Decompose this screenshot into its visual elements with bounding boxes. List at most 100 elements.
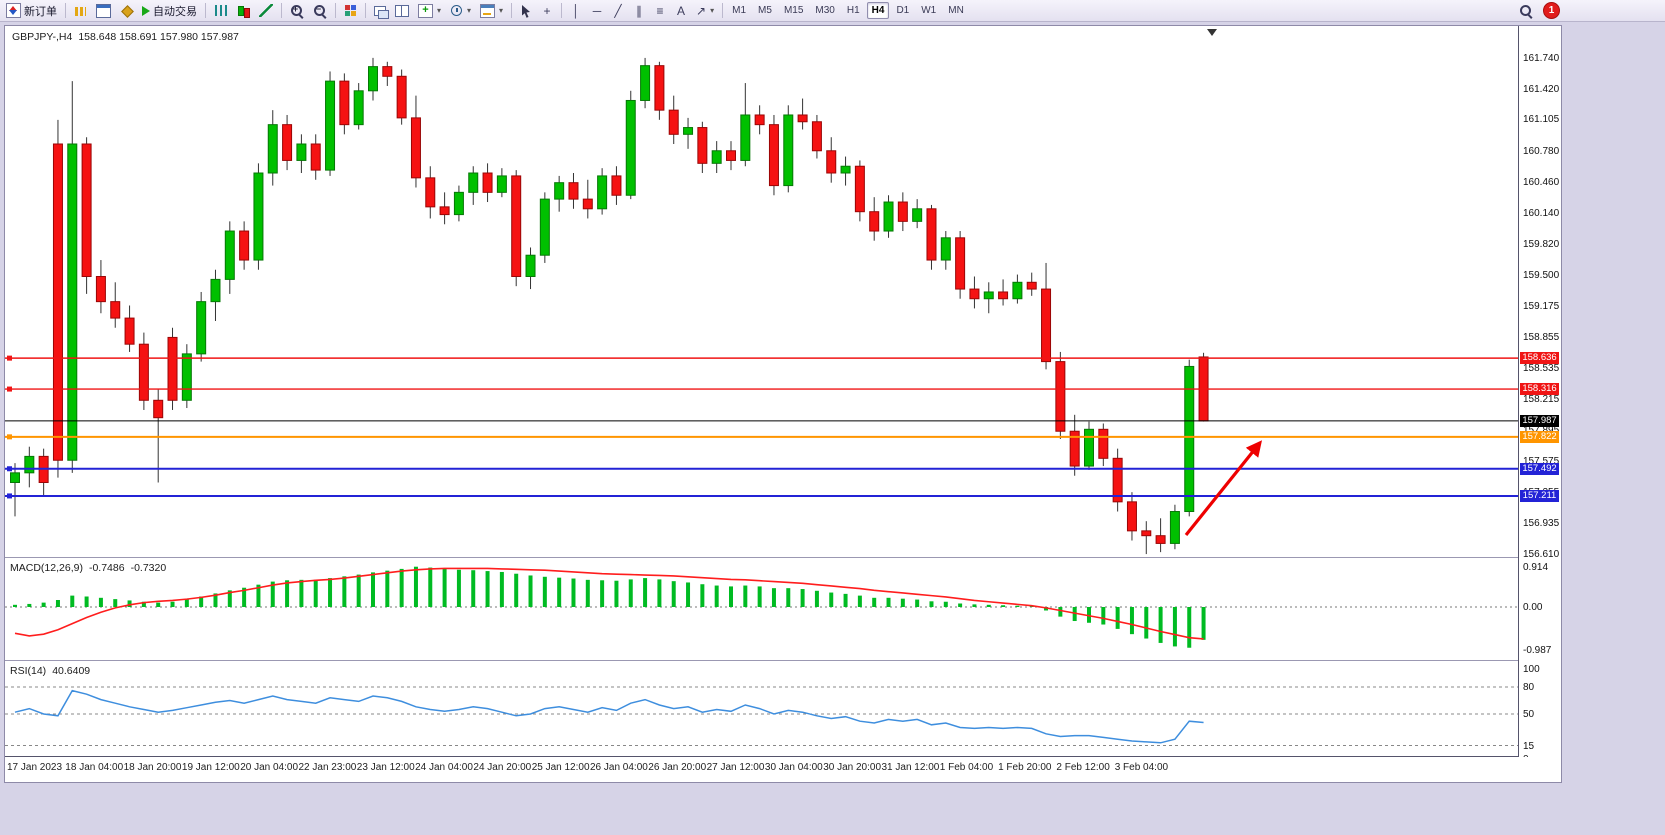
data-window-button[interactable] [92, 1, 115, 20]
macd-canvas[interactable] [5, 559, 1518, 659]
main-chart-canvas[interactable] [5, 26, 1518, 556]
toolbar-separator [722, 3, 724, 18]
arrows-tool-button[interactable]: ↗ ▾ [692, 1, 718, 20]
cursor-button[interactable] [516, 1, 536, 20]
new-order-icon [6, 3, 21, 18]
timeframe-button-d1[interactable]: D1 [891, 2, 914, 19]
horizontal-line-button[interactable]: ─ [587, 1, 607, 20]
time-axis-divider [5, 756, 1561, 757]
price-tick: 160.140 [1523, 207, 1560, 219]
tile-vertically-button[interactable] [391, 1, 413, 20]
price-axis[interactable]: 161.740 161.420 161.105 160.780 160.460 160.1… [1518, 26, 1561, 765]
hline-price-tag: 158.316 [1520, 383, 1559, 396]
time-label: 1 Feb 04:00 [939, 762, 994, 773]
tile-windows-button[interactable] [340, 1, 361, 20]
candlestick-chart-button[interactable] [232, 1, 254, 20]
price-tick: 161.105 [1523, 114, 1560, 126]
hline-price-tag: 158.636 [1520, 352, 1559, 365]
templates-button[interactable]: ▾ [476, 1, 507, 20]
price-tick: 156.610 [1523, 549, 1560, 561]
rsi-label: RSI(14) 40.6409 [10, 665, 96, 677]
time-label: 18 Jan 04:00 [65, 762, 124, 773]
cascade-windows-button[interactable] [370, 1, 390, 20]
toolbar-separator [205, 3, 206, 18]
market-watch-button[interactable] [70, 1, 91, 20]
timeframe-button-m15[interactable]: M15 [779, 2, 808, 19]
timeframe-button-h4[interactable]: H4 [866, 2, 890, 19]
zoom-in-button[interactable]: + [286, 1, 308, 20]
fibonacci-button[interactable]: ≡ [650, 1, 670, 20]
timeframe-button-m1[interactable]: M1 [727, 2, 751, 19]
price-tick: 159.820 [1523, 238, 1560, 250]
periodicity-button[interactable]: ▾ [446, 1, 475, 20]
text-tool-button[interactable]: A [671, 1, 691, 20]
new-chart-button[interactable]: ▾ [414, 1, 445, 20]
macd-scale-tick: 0.914 [1523, 561, 1549, 573]
price-tick: 161.740 [1523, 52, 1560, 64]
trendline-button[interactable]: ╱ [608, 1, 628, 20]
time-label: 26 Jan 04:00 [590, 762, 648, 773]
bar-chart-button[interactable] [210, 1, 231, 20]
chart-ohlc: 158.648 158.691 157.980 157.987 [78, 31, 239, 43]
price-tick: 158.535 [1523, 362, 1560, 374]
macd-scale-tick: -0.987 [1523, 645, 1552, 657]
price-tick: 161.420 [1523, 83, 1560, 95]
rsi-scale-tick: 15 [1523, 740, 1535, 752]
channel-button[interactable]: ∥ [629, 1, 649, 20]
autotrade-button[interactable]: 自动交易 [138, 1, 201, 20]
main-toolbar: 新订单 自动交易 + − ▾ ▾ ▾ + │ ─ ╱ ∥ ≡ A ↗▾ M1M5… [0, 0, 1665, 22]
vertical-line-icon: │ [572, 3, 580, 18]
play-icon [142, 5, 150, 16]
time-label: 23 Jan 12:00 [356, 762, 415, 773]
rsi-scale-tick: 50 [1523, 709, 1535, 720]
clock-icon [450, 4, 463, 17]
chevron-down-icon: ▾ [467, 6, 472, 15]
data-window-icon [96, 3, 111, 18]
timeframe-button-mn[interactable]: MN [943, 2, 969, 19]
new-chart-icon [418, 3, 433, 18]
rsi-canvas[interactable] [5, 662, 1518, 756]
hline-price-tag: 157.492 [1520, 462, 1559, 475]
cursor-icon [522, 4, 531, 18]
timeframe-button-m5[interactable]: M5 [753, 2, 777, 19]
minus-sign: − [315, 3, 322, 14]
timeframe-button-m30[interactable]: M30 [810, 2, 839, 19]
autotrade-label: 自动交易 [153, 5, 197, 18]
vertical-line-button[interactable]: │ [566, 1, 586, 20]
rsi-scale-tick: 100 [1523, 664, 1540, 675]
price-tick: 159.500 [1523, 269, 1560, 281]
time-label: 3 Feb 04:00 [1114, 762, 1169, 773]
chevron-down-icon: ▾ [710, 6, 715, 15]
pane-divider[interactable] [5, 557, 1561, 558]
timeframe-button-h1[interactable]: H1 [842, 2, 865, 19]
macd-main-value: -0.7486 [88, 562, 125, 574]
new-order-button[interactable]: 新订单 [2, 1, 61, 20]
pane-divider[interactable] [5, 660, 1561, 661]
notification-badge[interactable]: 1 [1543, 2, 1560, 19]
time-label: 24 Jan 20:00 [473, 762, 532, 773]
time-label: 30 Jan 04:00 [764, 762, 823, 773]
bid-price-tag: 157.987 [1520, 414, 1559, 427]
price-tick: 158.855 [1523, 331, 1560, 343]
time-axis[interactable]: 17 Jan 2023 18 Jan 04:00 18 Jan 20:00 19 Ja… [5, 757, 1561, 782]
navigator-button[interactable] [116, 1, 137, 20]
zoom-in-icon: + [290, 4, 304, 18]
crosshair-button[interactable]: + [537, 1, 557, 20]
price-tick: 159.175 [1523, 300, 1560, 312]
tile-windows-icon [344, 4, 357, 17]
time-label: 24 Jan 04:00 [415, 762, 473, 773]
bar-chart-icon [214, 4, 227, 17]
market-watch-icon [74, 4, 87, 17]
chart-window: GBPJPY-,H4 158.648 158.691 157.980 157.98… [4, 25, 1562, 783]
line-chart-button[interactable] [255, 1, 277, 20]
time-label: 27 Jan 12:00 [706, 762, 765, 773]
macd-scale-tick: 0.00 [1523, 602, 1543, 613]
timeframe-button-w1[interactable]: W1 [916, 2, 941, 19]
time-label: 1 Feb 20:00 [998, 762, 1052, 773]
toolbar-separator [561, 3, 563, 18]
zoom-out-button[interactable]: − [309, 1, 331, 20]
search-button[interactable] [1515, 1, 1537, 20]
hline-price-tag: 157.211 [1520, 489, 1559, 502]
search-icon [1519, 4, 1533, 18]
